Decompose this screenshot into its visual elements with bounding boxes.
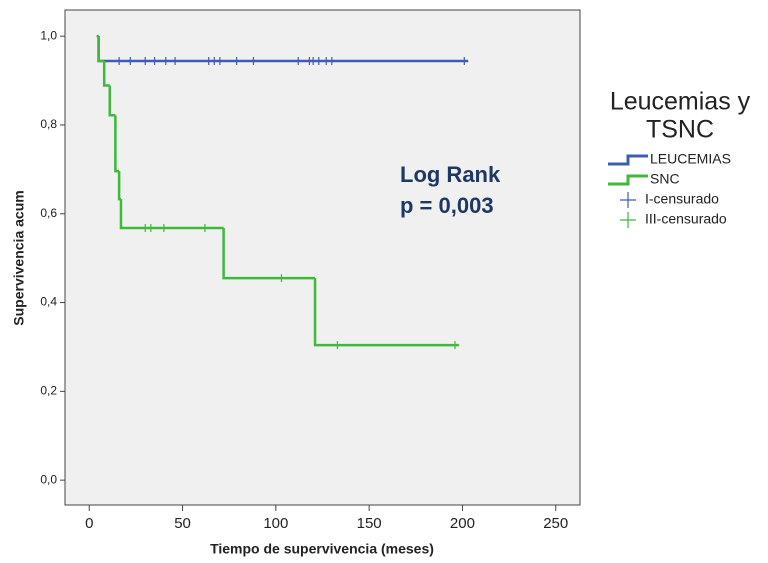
y-tick-label: 0,6 [40,206,57,220]
censor-mark [150,57,159,66]
censor-mark [450,341,459,350]
y-axis-label: Supervivencia acum [11,190,27,325]
legend-label: SNC [650,171,680,187]
legend-symbol [620,192,636,208]
plot-area [64,9,581,506]
x-tick-label: 100 [263,515,288,532]
censor-mark [277,274,286,283]
legend-label: III-censurado [645,211,727,227]
censor-mark [314,57,323,66]
legend-symbol [608,174,648,186]
survival-step [108,85,116,117]
legend-title: Leucemias y [610,88,751,116]
legend-symbol [608,154,648,166]
censor-mark [333,341,342,350]
legend-label: I-censurado [645,191,719,207]
legend-symbol [620,212,636,228]
censor-mark [161,57,170,66]
y-tick-label: 0,2 [40,384,57,398]
legend-label: LEUCEMIAS [650,151,731,167]
censor-mark [460,57,469,66]
x-tick-label: 150 [357,515,382,532]
annotation: Log Rank [400,162,501,187]
survival-step [97,36,105,63]
censor-mark [232,57,241,66]
x-tick-label: 250 [543,515,568,532]
x-tick-label: 0 [85,515,93,532]
censor-mark [327,57,336,66]
censor-mark [171,57,180,66]
censor-mark [159,223,168,232]
x-axis-label: Tiempo de supervivencia (meses) [210,541,434,557]
y-tick-label: 0,4 [40,295,57,309]
y-tick-label: 0,0 [40,472,57,486]
censor-mark [200,223,209,232]
y-tick-label: 1,0 [40,28,57,42]
censor-mark [146,223,155,232]
annotation: p = 0,003 [400,193,494,218]
survival-step [313,278,459,347]
censor-mark [294,57,303,66]
legend-title: TSNC [646,116,714,144]
survival-step [119,199,224,230]
censor-mark [126,57,135,66]
y-tick-label: 0,8 [40,117,57,131]
censor-mark [141,57,150,66]
survival-step [102,61,110,87]
x-tick-label: 50 [174,515,191,532]
censor-mark [249,57,258,66]
censor-mark [215,57,224,66]
censor-mark [115,57,124,66]
x-tick-label: 200 [450,515,475,532]
